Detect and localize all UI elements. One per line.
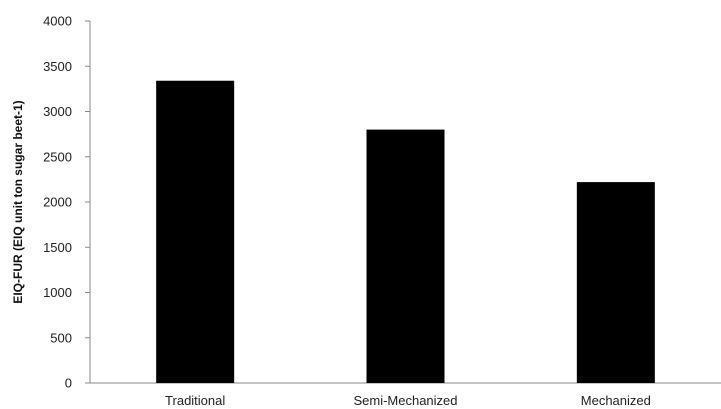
bar-semi-mechanized: [366, 129, 445, 383]
y-tick-label: 3000: [43, 104, 72, 119]
y-tick-label: 3500: [43, 59, 72, 74]
y-tick-label: 1500: [43, 240, 72, 255]
y-tick-label: 2500: [43, 149, 72, 164]
y-axis-title: EIQ-FUR (EIQ unit ton sugar beet-1): [11, 100, 25, 303]
x-axis: Traditional Semi-Mechanized Mechanized: [90, 382, 721, 408]
y-tick-label: 500: [50, 330, 72, 345]
y-axis: 0 500 1000 1500 2000 2500 3000 3500 4000: [43, 14, 91, 391]
y-tick-label: 4000: [43, 14, 72, 29]
y-tick-label: 1000: [43, 285, 72, 300]
bar-mechanized: [576, 182, 655, 383]
bar-traditional: [156, 80, 235, 383]
y-tick-label: 2000: [43, 195, 72, 210]
x-tick-label: Traditional: [165, 393, 225, 408]
y-tick-label: 0: [65, 376, 72, 391]
x-tick-label: Mechanized: [581, 393, 651, 408]
bars: [156, 80, 655, 383]
x-tick-label: Semi-Mechanized: [353, 393, 457, 408]
